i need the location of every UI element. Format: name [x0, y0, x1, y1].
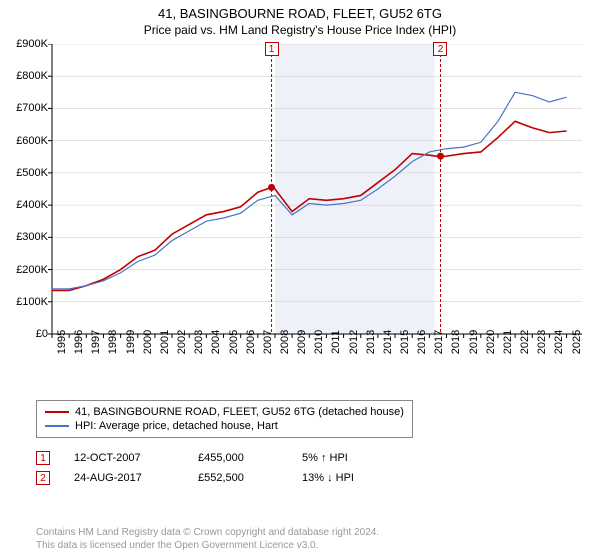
x-tick-label: 2005 — [228, 330, 240, 354]
legend-label: 41, BASINGBOURNE ROAD, FLEET, GU52 6TG (… — [75, 406, 404, 418]
y-tick-label: £300K — [16, 231, 48, 243]
events-table: 1 12-OCT-2007 £455,000 5% ↑ HPI 2 24-AUG-2017… — [36, 448, 392, 488]
event-delta: 13% ↓ HPI — [302, 472, 392, 484]
x-tick-label: 2012 — [348, 330, 360, 354]
y-tick-label: £200K — [16, 264, 48, 276]
x-tick-label: 2008 — [279, 330, 291, 354]
x-tick-label: 1996 — [73, 330, 85, 354]
legend-row: HPI: Average price, detached house, Hart — [45, 419, 404, 433]
x-tick-label: 2000 — [142, 330, 154, 354]
x-tick-label: 2002 — [176, 330, 188, 354]
x-tick-label: 2021 — [502, 330, 514, 354]
event-delta: 5% ↑ HPI — [302, 452, 392, 464]
event-date: 12-OCT-2007 — [74, 452, 174, 464]
y-tick-label: £400K — [16, 199, 48, 211]
event-price: £455,000 — [198, 452, 278, 464]
x-tick-label: 2025 — [571, 330, 583, 354]
x-tick-label: 1997 — [90, 330, 102, 354]
footnote-line: Contains HM Land Registry data © Crown c… — [36, 526, 379, 539]
y-tick-label: £100K — [16, 296, 48, 308]
x-tick-label: 2001 — [159, 330, 171, 354]
legend-label: HPI: Average price, detached house, Hart — [75, 420, 278, 432]
event-row: 2 24-AUG-2017 £552,500 13% ↓ HPI — [36, 468, 392, 488]
y-tick-label: £800K — [16, 70, 48, 82]
x-tick-label: 2024 — [553, 330, 565, 354]
x-tick-label: 2017 — [433, 330, 445, 354]
x-tick-label: 2011 — [330, 330, 342, 354]
event-price: £552,500 — [198, 472, 278, 484]
footnote: Contains HM Land Registry data © Crown c… — [36, 526, 379, 552]
chart-title: 41, BASINGBOURNE ROAD, FLEET, GU52 6TG — [0, 0, 600, 21]
chart-area: £0 £100K £200K £300K £400K £500K £600K £700K £80… — [0, 44, 600, 374]
y-tick-label: £600K — [16, 135, 48, 147]
event-marker: 2 — [36, 471, 50, 485]
x-tick-label: 2004 — [210, 330, 222, 354]
event-marker-box: 2 — [433, 42, 447, 56]
y-tick-label: £0 — [36, 328, 48, 340]
x-tick-label: 2015 — [399, 330, 411, 354]
x-tick-label: 2023 — [536, 330, 548, 354]
x-tick-label: 2018 — [450, 330, 462, 354]
x-tick-label: 2003 — [193, 330, 205, 354]
x-tick-label: 2006 — [245, 330, 257, 354]
x-tick-label: 2016 — [416, 330, 428, 354]
y-tick-label: £700K — [16, 102, 48, 114]
x-tick-label: 2020 — [485, 330, 497, 354]
event-date: 24-AUG-2017 — [74, 472, 174, 484]
chart-subtitle: Price paid vs. HM Land Registry's House … — [0, 21, 600, 41]
x-tick-label: 1998 — [107, 330, 119, 354]
x-tick-label: 2014 — [382, 330, 394, 354]
x-tick-label: 2010 — [313, 330, 325, 354]
legend-swatch — [45, 411, 69, 413]
footnote-line: This data is licensed under the Open Gov… — [36, 539, 379, 552]
y-tick-label: £500K — [16, 167, 48, 179]
x-tick-label: 2022 — [519, 330, 531, 354]
event-marker: 1 — [36, 451, 50, 465]
legend: 41, BASINGBOURNE ROAD, FLEET, GU52 6TG (… — [36, 400, 413, 438]
x-tick-label: 2013 — [365, 330, 377, 354]
event-row: 1 12-OCT-2007 £455,000 5% ↑ HPI — [36, 448, 392, 468]
x-tick-label: 1995 — [56, 330, 68, 354]
x-tick-label: 1999 — [125, 330, 137, 354]
legend-swatch — [45, 425, 69, 427]
chart-svg — [0, 44, 600, 374]
x-tick-label: 2009 — [296, 330, 308, 354]
x-tick-label: 2007 — [262, 330, 274, 354]
x-tick-label: 2019 — [468, 330, 480, 354]
chart-container: 41, BASINGBOURNE ROAD, FLEET, GU52 6TG P… — [0, 0, 600, 560]
legend-row: 41, BASINGBOURNE ROAD, FLEET, GU52 6TG (… — [45, 405, 404, 419]
y-tick-label: £900K — [16, 38, 48, 50]
event-marker-box: 1 — [265, 42, 279, 56]
